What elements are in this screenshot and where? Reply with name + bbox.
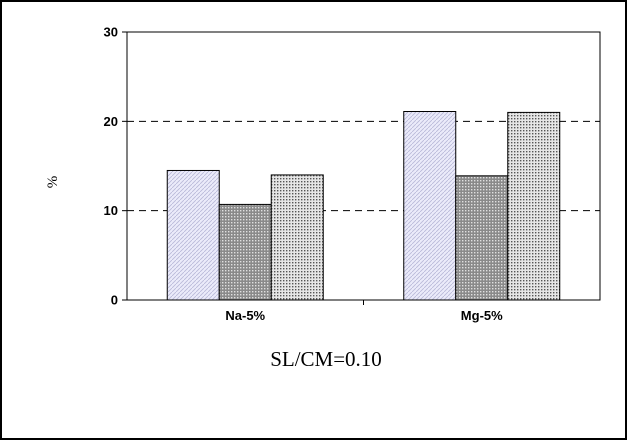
y-axis-ticks: 0 10 20 30	[104, 25, 127, 308]
x-category-label: Mg-5%	[461, 308, 503, 323]
bar	[455, 175, 509, 301]
y-axis-label: %	[45, 176, 61, 189]
x-category-label: Na-5%	[225, 308, 265, 323]
y-tick-label: 30	[104, 25, 118, 40]
y-tick-label: 20	[104, 114, 118, 129]
y-tick-label: 10	[104, 203, 118, 218]
bar	[218, 203, 272, 301]
y-tick-label: 0	[111, 293, 118, 308]
chart-caption: SL/CM=0.10	[270, 347, 382, 371]
bar	[270, 174, 324, 301]
bars	[166, 111, 561, 301]
bar	[507, 111, 561, 301]
x-axis-categories: Na-5% Mg-5%	[225, 300, 503, 323]
bar	[403, 111, 457, 301]
bar	[166, 169, 220, 301]
